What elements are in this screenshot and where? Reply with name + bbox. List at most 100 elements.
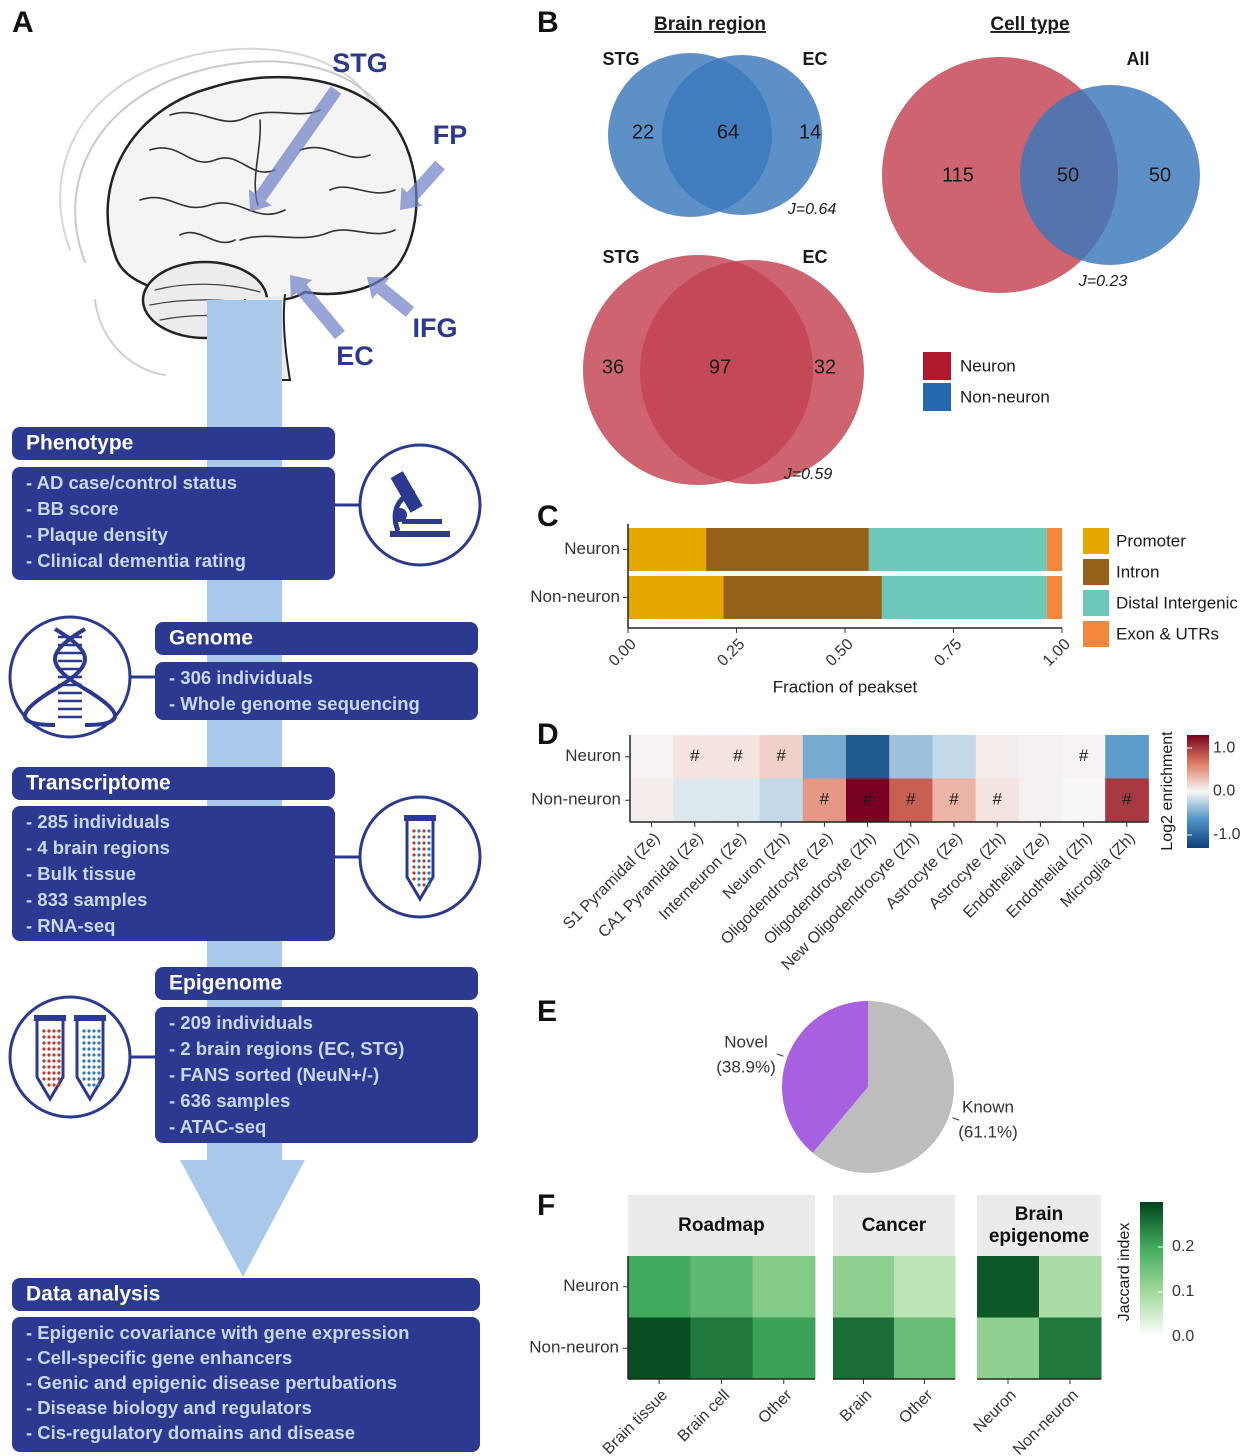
icon-dot xyxy=(97,1065,100,1068)
icon-dot xyxy=(427,859,430,862)
pie-label: Novel xyxy=(724,1032,767,1051)
venn-title: Brain region xyxy=(654,14,766,35)
heat-cell xyxy=(846,735,890,779)
icon-dot xyxy=(97,1029,100,1032)
icon-dot xyxy=(52,1077,55,1080)
significance-mark: # xyxy=(1122,790,1132,809)
icon-dot xyxy=(47,1047,50,1050)
icon-dot xyxy=(52,1047,55,1050)
icon-dot xyxy=(92,1065,95,1068)
heat-cell xyxy=(1039,1256,1102,1318)
icon-dot xyxy=(52,1065,55,1068)
x-tick-label: Brain cell xyxy=(675,1387,734,1446)
heat-cell xyxy=(1019,779,1063,823)
icon-dot xyxy=(52,1071,55,1074)
legend-swatch xyxy=(923,352,951,380)
icon-dot xyxy=(427,853,430,856)
legend-label: Neuron xyxy=(960,356,1016,375)
heat-cell xyxy=(889,735,933,779)
icon-part xyxy=(404,815,436,821)
icon-part xyxy=(393,508,407,522)
pie-value-label: (38.9%) xyxy=(716,1057,776,1076)
y-tick-label: Neuron xyxy=(565,746,621,765)
y-tick-label: Neuron xyxy=(564,539,620,558)
x-tick-label: Brain xyxy=(837,1387,875,1425)
venn-annotation: J=0.59 xyxy=(783,466,833,483)
icon-dot xyxy=(92,1059,95,1062)
heat-cell xyxy=(977,1318,1040,1380)
icon-dot xyxy=(52,1035,55,1038)
icon-dot xyxy=(57,1047,60,1050)
step-item: - Epigenic covariance with gene expressi… xyxy=(26,1322,410,1343)
icon-dot xyxy=(57,1083,60,1086)
icon-dot xyxy=(417,883,420,886)
icon-dot xyxy=(47,1071,50,1074)
x-tick-label: Non-neuron xyxy=(1010,1387,1082,1456)
y-tick-label: Non-neuron xyxy=(531,790,621,809)
venn-count: 64 xyxy=(717,121,739,143)
bar-segment xyxy=(706,528,869,571)
icon-dot xyxy=(427,841,430,844)
pie-value-label: (61.1%) xyxy=(958,1122,1018,1141)
bar-segment xyxy=(628,528,706,571)
colorbar-title: Jaccard index xyxy=(1116,1223,1133,1322)
icon-dot xyxy=(52,1059,55,1062)
icon-part xyxy=(34,1015,66,1021)
x-tick-label: Microglia (Zh) xyxy=(1057,830,1138,911)
icon-dot xyxy=(82,1077,85,1080)
heat-cell xyxy=(1039,1318,1102,1380)
icon-dot xyxy=(42,1035,45,1038)
x-tick-label: Neuron xyxy=(971,1387,1020,1436)
icon-dot xyxy=(427,883,430,886)
icon-dot xyxy=(417,865,420,868)
venn-set-label: STG xyxy=(602,247,639,267)
region-arrow xyxy=(302,289,340,335)
facet-title: Brain epigenome xyxy=(977,1195,1101,1256)
icon-dot xyxy=(92,1035,95,1038)
x-tick-label: Astrocyte (Zh) xyxy=(926,830,1009,913)
colorbar-tick-label: 1.0 xyxy=(1213,739,1235,756)
icon-dot xyxy=(92,1053,95,1056)
colorbar-tick-label: 0.0 xyxy=(1172,1328,1194,1345)
step-item: - 4 brain regions xyxy=(26,837,170,858)
icon-dot xyxy=(427,865,430,868)
icon-dot xyxy=(422,829,425,832)
venn-annotation: J=0.23 xyxy=(1078,273,1128,290)
icon-dot xyxy=(52,1029,55,1032)
icon-dot xyxy=(47,1053,50,1056)
colorbar-tick-label: 0.2 xyxy=(1172,1238,1194,1255)
venn-count: 50 xyxy=(1057,164,1079,186)
icon-dot xyxy=(87,1083,90,1086)
icon-dot xyxy=(47,1083,50,1086)
colorbar-title: Log2 enrichment xyxy=(1159,731,1176,851)
step-item: - Whole genome sequencing xyxy=(169,693,420,714)
heat-cell xyxy=(1105,735,1149,779)
venn-annotation: J=0.64 xyxy=(787,201,837,218)
panel-letter: A xyxy=(12,6,34,39)
icon-dot xyxy=(422,859,425,862)
icon-dot xyxy=(97,1035,100,1038)
icon-dot xyxy=(47,1029,50,1032)
icon-dot xyxy=(42,1047,45,1050)
bar-segment xyxy=(628,576,723,619)
icon-dot xyxy=(427,877,430,880)
icon-dot xyxy=(82,1035,85,1038)
venn-count: 115 xyxy=(942,164,974,186)
icon-dot xyxy=(42,1059,45,1062)
icon-dot xyxy=(422,835,425,838)
x-tick-label: 0.25 xyxy=(714,636,748,670)
icon-dot xyxy=(422,841,425,844)
icon-dot xyxy=(427,847,430,850)
step-item: - ATAC-seq xyxy=(169,1116,266,1137)
region-label: FP xyxy=(433,120,468,150)
icon-dot xyxy=(82,1059,85,1062)
pie-leader xyxy=(777,1054,784,1056)
heat-cell xyxy=(1062,779,1106,823)
icon-dot xyxy=(97,1059,100,1062)
significance-mark: # xyxy=(690,746,700,765)
region-label: EC xyxy=(336,341,374,371)
x-tick-label: Brain tissue xyxy=(600,1387,671,1456)
heat-cell xyxy=(690,1256,753,1318)
heat-cell xyxy=(833,1318,895,1380)
heat-cell xyxy=(673,779,717,823)
